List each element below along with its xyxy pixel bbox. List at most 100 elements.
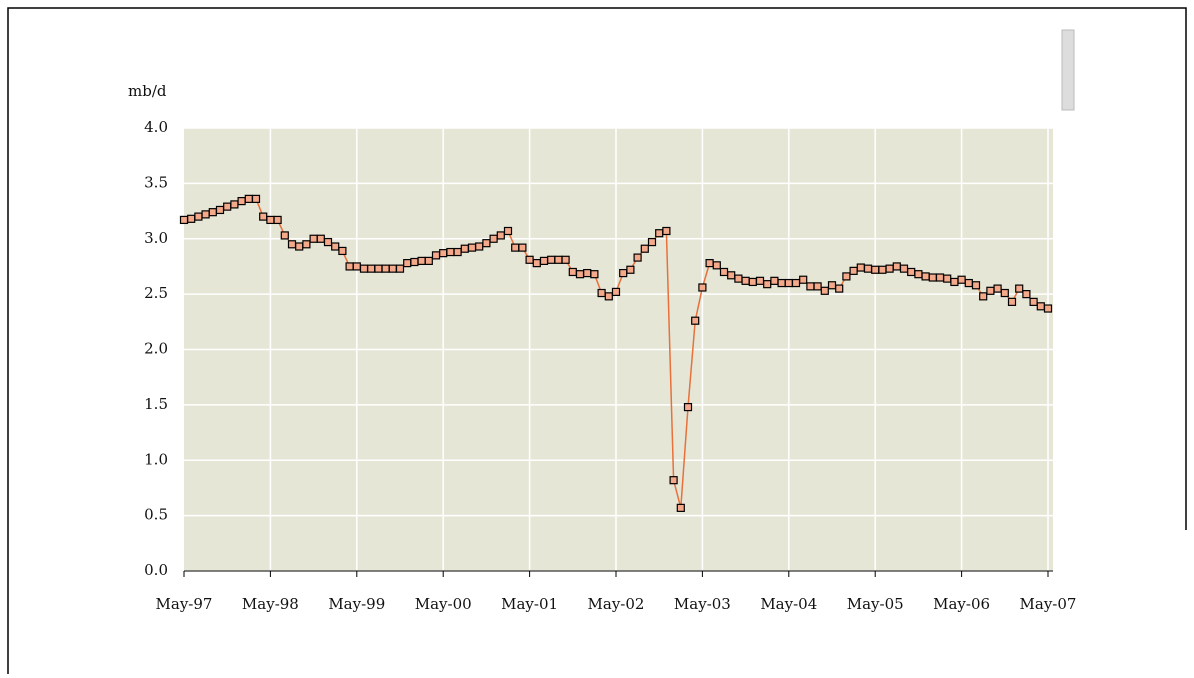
data-point bbox=[331, 242, 340, 251]
data-point bbox=[266, 215, 275, 225]
data-point bbox=[813, 282, 822, 291]
data-point bbox=[431, 251, 441, 260]
data-point bbox=[439, 249, 448, 258]
scroll-widget bbox=[1061, 29, 1075, 111]
data-point bbox=[1000, 288, 1009, 298]
data-point bbox=[626, 265, 635, 274]
data-point bbox=[215, 205, 225, 215]
data-point bbox=[489, 234, 498, 243]
data-point bbox=[993, 284, 1002, 293]
data-point bbox=[179, 215, 189, 225]
data-point bbox=[518, 243, 527, 252]
data-point bbox=[640, 244, 649, 253]
y-tick-label: 3.0 bbox=[144, 229, 168, 247]
data-point bbox=[647, 237, 657, 247]
data-point bbox=[467, 243, 477, 252]
data-point bbox=[871, 265, 880, 274]
data-point bbox=[561, 255, 570, 264]
data-point bbox=[719, 267, 729, 277]
x-tick-label: May-00 bbox=[415, 595, 472, 613]
data-point bbox=[554, 255, 563, 264]
x-tick-label: May-06 bbox=[933, 595, 990, 613]
data-point bbox=[575, 270, 585, 279]
data-point bbox=[525, 255, 534, 264]
data-point bbox=[950, 277, 959, 287]
data-point bbox=[374, 264, 383, 273]
data-point bbox=[727, 271, 736, 280]
data-point bbox=[928, 273, 937, 282]
data-point bbox=[676, 503, 685, 512]
data-point bbox=[539, 256, 549, 265]
x-tick-label: May-03 bbox=[674, 595, 731, 613]
data-point bbox=[496, 231, 505, 240]
data-point bbox=[691, 316, 700, 325]
data-point bbox=[712, 261, 721, 270]
data-point bbox=[446, 247, 455, 257]
x-tick-label: May-02 bbox=[588, 595, 645, 613]
data-point bbox=[223, 202, 232, 211]
data-point bbox=[201, 210, 210, 219]
x-tick-label: May-01 bbox=[501, 595, 558, 613]
data-point bbox=[856, 263, 865, 272]
data-point bbox=[302, 240, 311, 249]
data-point bbox=[1007, 297, 1017, 306]
data-point bbox=[568, 267, 577, 277]
data-point bbox=[835, 284, 844, 293]
data-point bbox=[655, 229, 664, 238]
data-point bbox=[669, 476, 678, 485]
y-tick-label: 3.5 bbox=[144, 173, 168, 191]
x-tick-label: May-99 bbox=[328, 595, 385, 613]
data-point bbox=[619, 268, 628, 278]
data-point bbox=[986, 286, 995, 295]
data-point bbox=[460, 244, 469, 253]
data-point bbox=[359, 264, 369, 273]
data-point bbox=[755, 276, 765, 285]
data-point bbox=[842, 272, 851, 281]
x-tick-label: May-05 bbox=[847, 595, 904, 613]
data-point bbox=[611, 287, 621, 297]
data-point bbox=[345, 262, 354, 271]
y-tick-label: 0.5 bbox=[144, 506, 168, 524]
data-point bbox=[338, 246, 347, 256]
y-tick-label: 1.5 bbox=[144, 395, 168, 413]
data-point bbox=[287, 240, 297, 249]
data-point bbox=[295, 242, 304, 251]
data-point bbox=[323, 237, 333, 247]
data-point bbox=[475, 242, 484, 251]
data-point bbox=[417, 256, 426, 265]
data-point bbox=[734, 274, 743, 283]
data-point bbox=[482, 239, 491, 248]
data-point bbox=[957, 275, 966, 284]
data-point bbox=[748, 277, 757, 287]
data-point bbox=[244, 194, 253, 203]
data-point bbox=[878, 265, 887, 274]
data-point bbox=[1029, 297, 1038, 306]
data-point bbox=[770, 276, 779, 285]
y-tick-label: 1.0 bbox=[144, 450, 168, 468]
data-point bbox=[971, 281, 981, 290]
data-point bbox=[741, 276, 750, 285]
data-point bbox=[907, 267, 916, 277]
data-point bbox=[633, 253, 642, 262]
data-point bbox=[683, 402, 693, 412]
data-point bbox=[388, 264, 397, 273]
y-tick-label: 2.0 bbox=[144, 340, 168, 358]
data-point bbox=[410, 257, 419, 267]
data-point bbox=[979, 292, 988, 301]
data-point bbox=[791, 278, 801, 288]
data-point bbox=[511, 243, 520, 252]
data-point bbox=[590, 270, 599, 279]
data-point bbox=[964, 278, 973, 288]
data-point bbox=[943, 274, 952, 283]
data-point bbox=[662, 226, 671, 236]
data-point bbox=[381, 264, 390, 273]
data-point bbox=[547, 255, 556, 264]
data-point bbox=[424, 256, 433, 265]
y-tick-label: 0.0 bbox=[144, 561, 168, 579]
y-tick-label: 2.5 bbox=[144, 284, 168, 302]
data-point bbox=[453, 247, 462, 257]
x-tick-label: May-97 bbox=[156, 595, 213, 613]
x-tick-label: May-98 bbox=[242, 595, 299, 613]
data-point bbox=[597, 288, 606, 298]
